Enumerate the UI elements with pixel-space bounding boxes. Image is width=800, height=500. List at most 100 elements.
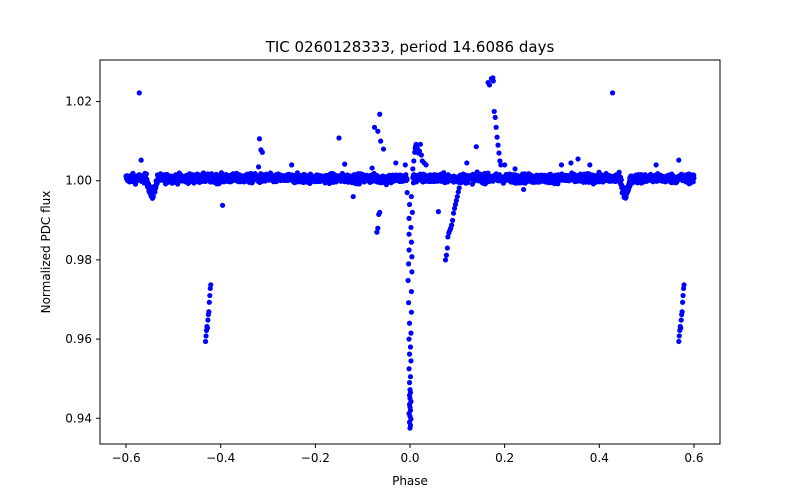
data-point bbox=[202, 338, 209, 345]
data-point bbox=[409, 269, 415, 275]
data-point bbox=[407, 387, 413, 393]
data-point bbox=[435, 209, 441, 215]
data-point bbox=[680, 292, 686, 299]
data-point bbox=[492, 114, 498, 120]
data-point bbox=[374, 229, 380, 235]
data-point bbox=[136, 90, 142, 96]
data-point bbox=[143, 171, 149, 177]
y-axis-ticks: 0.94 0.96 0.98 1.00 1.02 bbox=[65, 95, 100, 425]
y-axis-label: Normalized PDC flux bbox=[39, 191, 53, 314]
y-tick-label: 0.96 bbox=[65, 332, 92, 346]
data-point bbox=[405, 261, 412, 267]
x-tick-label: 0.2 bbox=[495, 451, 514, 465]
data-point bbox=[393, 160, 399, 166]
data-point bbox=[418, 152, 424, 158]
data-point bbox=[454, 193, 460, 200]
y-tick-label: 1.02 bbox=[65, 95, 92, 109]
data-point bbox=[256, 136, 263, 142]
data-point bbox=[259, 149, 265, 155]
data-point bbox=[408, 288, 415, 295]
data-point bbox=[653, 162, 659, 168]
x-tick-label: 0.6 bbox=[684, 451, 703, 465]
data-point bbox=[406, 231, 412, 237]
x-tick-label: −0.4 bbox=[206, 451, 235, 465]
data-point bbox=[443, 252, 450, 258]
data-point bbox=[205, 317, 211, 323]
data-point bbox=[378, 138, 384, 144]
data-point bbox=[219, 202, 226, 208]
data-point bbox=[408, 358, 414, 364]
x-axis-ticks: −0.6 −0.4 −0.2 0.0 0.2 0.4 0.6 bbox=[111, 444, 704, 465]
data-point bbox=[691, 175, 697, 181]
data-point bbox=[493, 124, 499, 130]
y-tick-label: 0.94 bbox=[65, 411, 92, 425]
data-point bbox=[676, 333, 682, 339]
data-point bbox=[575, 156, 581, 162]
data-point bbox=[336, 135, 342, 141]
data-point bbox=[402, 162, 408, 168]
data-point bbox=[138, 157, 144, 163]
data-point bbox=[207, 292, 213, 299]
data-point bbox=[406, 215, 412, 221]
data-point bbox=[377, 209, 383, 216]
data-point bbox=[408, 239, 415, 245]
data-point bbox=[676, 338, 682, 345]
data-point bbox=[416, 148, 423, 154]
data-point bbox=[203, 333, 209, 339]
y-tick-label: 1.00 bbox=[65, 174, 92, 188]
data-point bbox=[498, 162, 504, 168]
data-point bbox=[442, 257, 449, 263]
data-point bbox=[371, 124, 378, 130]
x-tick-label: 0.4 bbox=[590, 451, 609, 465]
data-point bbox=[407, 374, 414, 380]
data-point bbox=[404, 176, 410, 183]
data-point bbox=[369, 165, 375, 171]
y-tick-label: 0.98 bbox=[65, 253, 92, 267]
data-point bbox=[409, 254, 415, 260]
data-point bbox=[405, 300, 412, 306]
data-point bbox=[208, 282, 214, 288]
data-point bbox=[678, 325, 684, 331]
x-tick-label: −0.2 bbox=[301, 451, 330, 465]
data-point bbox=[491, 108, 497, 115]
data-point bbox=[449, 222, 455, 228]
data-point bbox=[206, 299, 212, 305]
data-point bbox=[406, 320, 413, 326]
data-point bbox=[502, 162, 508, 168]
data-point bbox=[406, 380, 413, 386]
data-point bbox=[406, 247, 412, 253]
data-point bbox=[406, 366, 412, 372]
data-point bbox=[377, 111, 383, 117]
data-point bbox=[450, 217, 456, 223]
data-point bbox=[496, 150, 502, 156]
data-point bbox=[410, 166, 416, 172]
data-point bbox=[150, 193, 156, 199]
data-point bbox=[441, 170, 447, 176]
data-point bbox=[681, 282, 687, 288]
data-point bbox=[587, 162, 593, 168]
data-point bbox=[404, 190, 410, 196]
data-point bbox=[456, 185, 462, 191]
data-point bbox=[342, 161, 348, 167]
data-point bbox=[405, 277, 411, 284]
x-axis-label: Phase bbox=[392, 474, 428, 488]
data-point bbox=[609, 90, 616, 96]
data-point bbox=[407, 344, 414, 350]
data-point bbox=[455, 189, 461, 195]
data-point bbox=[408, 193, 415, 200]
data-point bbox=[411, 158, 417, 164]
data-point bbox=[350, 193, 356, 200]
data-point bbox=[380, 146, 387, 152]
data-point bbox=[388, 180, 394, 186]
chart-title: TIC 0260128333, period 14.6086 days bbox=[265, 38, 555, 56]
data-point bbox=[679, 309, 685, 315]
data-point bbox=[568, 160, 574, 166]
data-point bbox=[676, 157, 682, 163]
x-tick-label: −0.6 bbox=[111, 451, 140, 465]
data-point bbox=[494, 134, 500, 140]
data-point bbox=[618, 177, 624, 183]
data-point bbox=[512, 166, 518, 172]
data-point bbox=[375, 128, 381, 134]
data-point bbox=[445, 234, 451, 240]
